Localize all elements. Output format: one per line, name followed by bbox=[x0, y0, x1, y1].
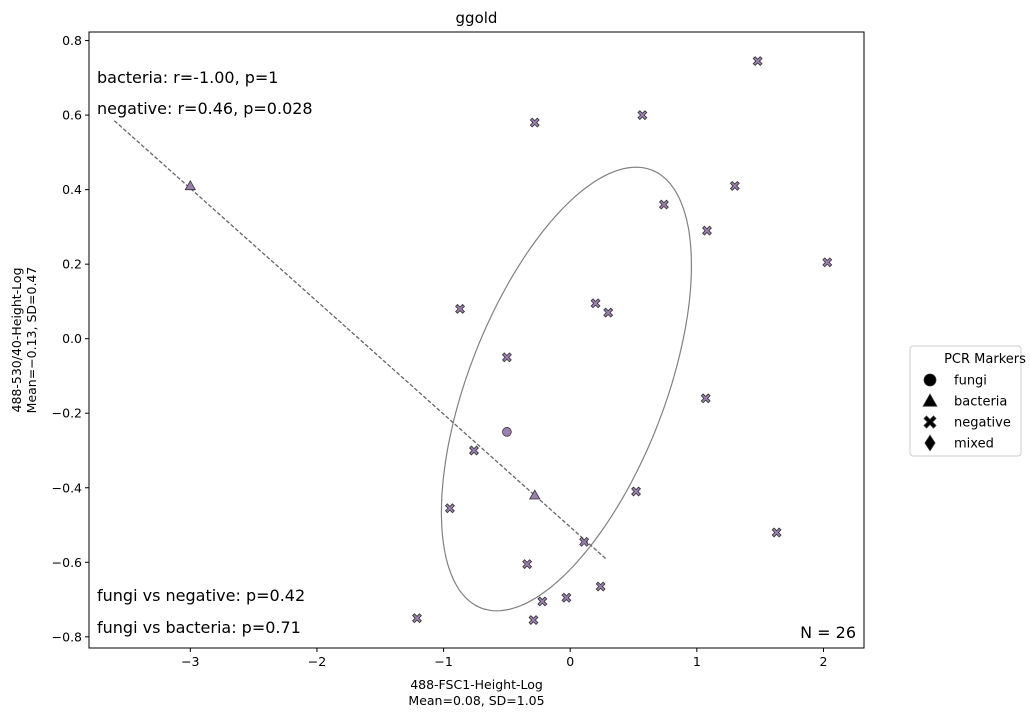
data-point-negative bbox=[561, 592, 572, 603]
data-point-negative bbox=[528, 615, 539, 626]
sample-count-label: N = 26 bbox=[800, 623, 856, 642]
y-axis-ticks: −0.8 −0.6 −0.4 −0.2 0.0 0.2 0.4 0.6 0.8 bbox=[52, 33, 89, 644]
legend-entries: fungi bacteria negative mixed bbox=[922, 373, 1011, 452]
y-tick-label: 0.6 bbox=[62, 108, 82, 123]
data-point-negative bbox=[700, 393, 711, 404]
x-tick-label: −1 bbox=[434, 654, 452, 669]
data-point-fungi bbox=[502, 427, 512, 437]
legend-marker-bacteria bbox=[922, 393, 938, 407]
legend-label-fungi: fungi bbox=[954, 374, 987, 389]
legend-title: PCR Markers bbox=[944, 352, 1026, 367]
y-tick-label: 0.2 bbox=[62, 257, 82, 272]
data-point-negative bbox=[579, 536, 590, 547]
data-points bbox=[184, 56, 833, 626]
x-tick-label: 2 bbox=[820, 654, 828, 669]
y-tick-label: −0.4 bbox=[52, 480, 82, 495]
data-point-negative bbox=[631, 486, 642, 497]
confidence-ellipse-layer bbox=[440, 166, 693, 612]
data-point-negative bbox=[529, 117, 540, 128]
y-axis-label-line2: Mean=−0.13, SD=0.47 bbox=[24, 267, 39, 414]
x-axis-label-line1: 488-FSC1-Height-Log bbox=[410, 677, 543, 692]
fungi-vs-bacteria-annotation: fungi vs bacteria: p=0.71 bbox=[97, 618, 301, 637]
x-tick-label: −3 bbox=[181, 654, 199, 669]
data-point-bacteria bbox=[184, 180, 197, 191]
y-tick-label: −0.2 bbox=[52, 406, 82, 421]
y-tick-label: 0.0 bbox=[62, 331, 82, 346]
data-point-negative bbox=[537, 596, 548, 607]
bacteria-correlation-annotation: bacteria: r=-1.00, p=1 bbox=[97, 68, 278, 87]
fungi-vs-negative-annotation: fungi vs negative: p=0.42 bbox=[97, 586, 305, 605]
data-point-negative bbox=[455, 303, 466, 314]
y-tick-label: 0.4 bbox=[62, 182, 82, 197]
data-point-negative bbox=[637, 110, 648, 121]
y-tick-label: 0.8 bbox=[62, 33, 82, 48]
data-point-negative bbox=[444, 503, 455, 514]
legend-label-bacteria: bacteria bbox=[954, 395, 1007, 410]
data-point-bacteria bbox=[529, 489, 541, 500]
legend: PCR Markers fungi bacteria negative mixed bbox=[909, 345, 1026, 457]
legend-marker-negative bbox=[923, 415, 937, 429]
legend-frame bbox=[909, 345, 1022, 457]
data-point-negative bbox=[501, 352, 512, 363]
y-tick-label: −0.8 bbox=[52, 629, 82, 644]
data-point-negative bbox=[822, 257, 833, 268]
legend-label-mixed: mixed bbox=[954, 437, 994, 452]
regression-line-layer bbox=[113, 120, 607, 560]
data-point-negative bbox=[658, 199, 669, 210]
legend-marker-mixed bbox=[924, 434, 936, 452]
data-point-negative bbox=[702, 225, 712, 236]
data-point-negative bbox=[752, 56, 763, 67]
x-tick-label: 0 bbox=[566, 654, 574, 669]
legend-marker-fungi bbox=[923, 373, 937, 387]
data-point-negative bbox=[771, 527, 782, 538]
negative-correlation-annotation: negative: r=0.46, p=0.028 bbox=[97, 99, 313, 118]
data-point-negative bbox=[412, 613, 422, 624]
data-point-negative bbox=[603, 307, 614, 318]
plot-area bbox=[88, 31, 865, 649]
x-axis-label-line2: Mean=0.08, SD=1.05 bbox=[408, 693, 544, 708]
data-point-negative bbox=[729, 180, 740, 191]
confidence-ellipse bbox=[440, 166, 693, 612]
x-tick-label: 1 bbox=[693, 654, 701, 669]
x-axis-ticks: −3 −2 −1 0 1 2 bbox=[181, 648, 827, 669]
chart-title: ggold bbox=[456, 9, 498, 27]
x-tick-label: −2 bbox=[308, 654, 326, 669]
legend-label-negative: negative bbox=[954, 416, 1011, 431]
y-tick-label: −0.6 bbox=[52, 555, 82, 570]
data-point-negative bbox=[590, 298, 601, 309]
bacteria-regression-line bbox=[113, 120, 607, 560]
data-point-negative bbox=[522, 559, 533, 570]
y-axis-label-line1: 488-530/40-Height-Log bbox=[9, 267, 24, 412]
data-point-negative bbox=[595, 581, 606, 592]
data-point-negative bbox=[469, 445, 479, 456]
